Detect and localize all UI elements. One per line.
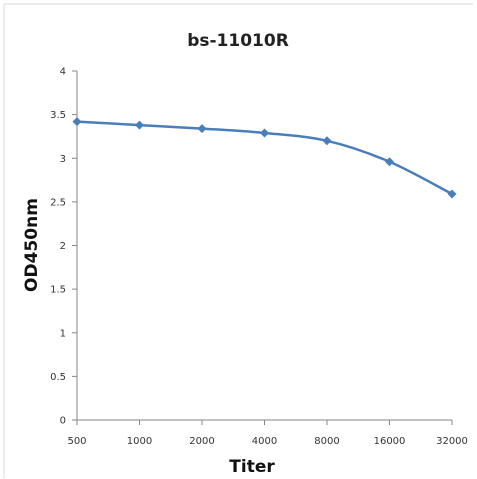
data-point-marker [72,117,82,127]
x-tick-label: 500 [67,436,86,447]
y-tick-label: 3.5 [50,110,66,121]
series-layer [72,117,457,199]
y-tick-label: 0 [60,416,66,427]
x-tick-label: 1000 [127,436,152,447]
x-axis: 500 1000 2000 4000 8000 16000 32000 [67,419,468,447]
y-tick-label: 3 [60,154,66,165]
data-point-marker [197,124,207,134]
y-axis-title: OD450nm [22,198,42,292]
y-axis: 0 0.5 1 1.5 2 2.5 3 3.5 4 [50,67,78,427]
x-tick-label: 32000 [436,436,468,447]
y-tick-label: 1 [60,328,66,339]
x-tick-label: 4000 [252,436,277,447]
y-tick-label: 2 [60,241,66,252]
data-point-marker [322,136,332,146]
y-tick-label: 2.5 [50,197,66,208]
data-point-marker [260,128,269,138]
x-tick-label: 2000 [189,436,214,447]
data-point-marker [447,189,457,199]
chart-title: bs-11010R [187,31,289,51]
y-tick-label: 1.5 [50,285,66,296]
data-point-marker [385,157,394,167]
x-tick-label: 16000 [374,436,406,447]
x-tick-label: 8000 [314,436,339,447]
x-axis-title: Titer [229,457,275,477]
data-point-marker [135,120,144,130]
y-tick-label: 4 [60,67,66,78]
y-tick-label: 0.5 [50,372,66,383]
